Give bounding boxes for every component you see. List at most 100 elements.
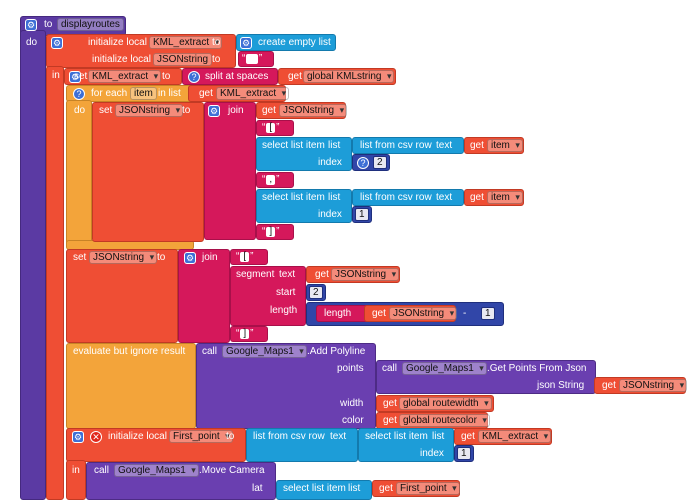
initialize-local-body xyxy=(46,66,64,500)
empty-string-literal[interactable]: “ ” xyxy=(242,53,263,64)
get-var-field[interactable]: global routewidth xyxy=(399,397,492,410)
get-var-field[interactable]: KML_extract xyxy=(216,87,290,100)
select-list-item-block[interactable] xyxy=(256,137,352,171)
list-from-csv-row-block[interactable] xyxy=(246,428,358,462)
list-from-csv-row-block[interactable] xyxy=(352,189,464,206)
help-icon[interactable]: ? xyxy=(357,157,369,169)
get-var-field[interactable]: JSONstring xyxy=(331,268,400,281)
gear-icon[interactable]: ⚙ xyxy=(51,37,63,49)
evaluate-ignore-block[interactable] xyxy=(66,343,196,429)
in-list-label: in list xyxy=(158,88,181,99)
get-var-field[interactable]: global routecolor xyxy=(399,414,490,427)
error-icon[interactable]: ✕ xyxy=(90,431,102,443)
string-literal[interactable]: “[” xyxy=(262,122,280,133)
create-empty-list-block[interactable] xyxy=(236,34,336,51)
string-literal[interactable]: “]” xyxy=(262,226,280,237)
set-var-field[interactable]: JSONstring xyxy=(89,251,158,264)
help-icon[interactable]: ? xyxy=(73,88,85,100)
set-var-field[interactable]: KML_extract xyxy=(88,70,162,83)
local-var-name-field-2[interactable]: JSONstring xyxy=(153,53,213,66)
gear-icon[interactable]: ⚙ xyxy=(240,37,252,49)
width-label: width xyxy=(340,398,364,409)
get-var-field[interactable]: JSONstring xyxy=(389,307,458,320)
join-block[interactable] xyxy=(204,102,256,240)
local-var-name-field[interactable]: First_point xyxy=(169,430,233,443)
get-label: get xyxy=(379,483,393,494)
get-var-field[interactable]: JSONstring xyxy=(619,379,688,392)
get-label: get xyxy=(383,415,397,426)
string-literal[interactable]: “]” xyxy=(236,328,254,339)
get-label: get xyxy=(461,431,475,442)
string-literal-value: ] xyxy=(240,329,250,339)
select-list-item-block[interactable] xyxy=(358,428,454,462)
list-from-csv-row-label: list from csv row xyxy=(253,431,325,442)
set-label: set xyxy=(74,71,88,82)
split-at-spaces-block[interactable] xyxy=(182,68,278,85)
start-value[interactable]: 2 xyxy=(309,286,323,299)
set-var-field[interactable]: JSONstring xyxy=(115,104,184,117)
component-field[interactable]: Google_Maps1 xyxy=(402,362,487,375)
get-var-field[interactable]: JSONstring xyxy=(279,104,348,117)
local-var-name-field[interactable]: KML_extract xyxy=(149,36,223,49)
index-value[interactable]: 1 xyxy=(355,208,369,221)
minus-value[interactable]: 1 xyxy=(481,307,495,320)
procedure-name-field[interactable]: displayroutes xyxy=(57,18,124,31)
gear-icon[interactable]: ⚙ xyxy=(208,105,220,117)
set-jsonstring-block[interactable] xyxy=(92,102,204,242)
select-list-item-label: select list item xyxy=(283,483,346,494)
gear-icon[interactable]: ⚙ xyxy=(184,252,196,264)
for-each-label: for each xyxy=(91,88,128,99)
join-block[interactable] xyxy=(178,249,230,343)
string-literal[interactable]: “,” xyxy=(262,174,280,185)
index-value[interactable]: 1 xyxy=(457,447,471,460)
segment-block[interactable] xyxy=(230,266,306,326)
help-icon[interactable]: ? xyxy=(188,71,200,83)
segment-label: segment xyxy=(236,269,275,280)
init-to-label: to xyxy=(226,431,235,442)
string-literal-value: ] xyxy=(266,227,276,237)
method-label: .Get Points From Json xyxy=(487,363,587,374)
create-empty-list-label: create empty list xyxy=(258,37,331,48)
index-label: index xyxy=(318,157,342,168)
get-var-field[interactable]: item xyxy=(487,139,523,152)
split-at-spaces-label: split at spaces xyxy=(205,71,269,82)
component-field[interactable]: Google_Maps1 xyxy=(222,345,307,358)
lat-label: lat xyxy=(252,483,263,494)
get-var-field[interactable]: KML_extract xyxy=(478,430,552,443)
in-label: in xyxy=(72,465,80,476)
in-label: in xyxy=(52,70,60,81)
list-from-csv-row-block[interactable] xyxy=(352,137,464,154)
get-var-field[interactable]: item xyxy=(487,191,523,204)
gear-icon[interactable]: ⚙ xyxy=(72,431,84,443)
loop-var-field[interactable]: item xyxy=(130,87,157,100)
select-list-item-label: select list item xyxy=(262,140,325,151)
length-label: length xyxy=(270,305,298,316)
string-literal-value: , xyxy=(266,175,276,185)
gear-icon[interactable]: ⚙ xyxy=(25,19,37,31)
get-label: get xyxy=(470,140,484,151)
get-label: get xyxy=(372,308,386,319)
gear-icon[interactable]: ⚙ xyxy=(69,71,81,83)
string-literal[interactable]: “[” xyxy=(236,251,254,262)
for-each-body xyxy=(66,100,92,248)
json-string-label: json String xyxy=(537,380,585,391)
get-label: get xyxy=(602,380,616,391)
procedure-body-bar xyxy=(20,30,46,500)
initialize-local-label: initialize local xyxy=(88,37,147,48)
initialize-local-label-2: initialize local xyxy=(92,54,151,65)
get-var-field[interactable]: First_point xyxy=(396,482,460,495)
set-jsonstring-block[interactable] xyxy=(66,249,178,343)
get-var-field[interactable]: global KMLstring xyxy=(303,70,395,83)
index-value[interactable]: 2 xyxy=(373,156,387,169)
list-label: list xyxy=(348,483,361,494)
do-label: do xyxy=(74,105,86,116)
proc-to-label: to xyxy=(44,19,53,30)
call-label: call xyxy=(202,346,218,357)
proc-do-label: do xyxy=(26,37,38,48)
select-list-item-label: select list item xyxy=(262,192,325,203)
select-list-item-block[interactable] xyxy=(256,189,352,223)
get-label: get xyxy=(262,105,276,116)
init-to-label-2: to xyxy=(212,54,221,65)
component-field[interactable]: Google_Maps1 xyxy=(114,464,199,477)
color-label: color xyxy=(342,415,364,426)
